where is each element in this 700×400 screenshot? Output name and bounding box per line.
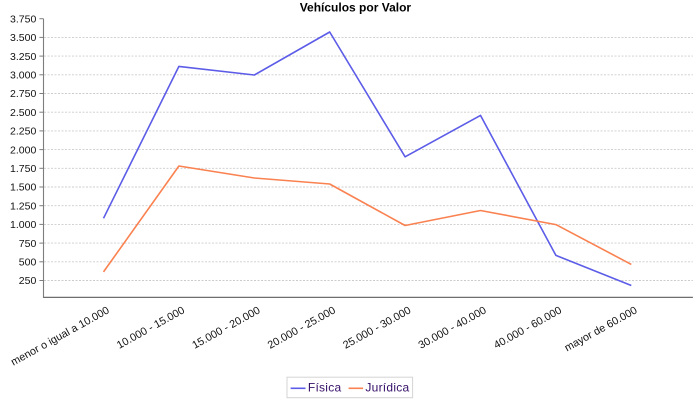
svg-text:1.000: 1.000 [10, 219, 36, 231]
svg-text:3.250: 3.250 [10, 51, 36, 63]
svg-text:750: 750 [19, 238, 37, 250]
svg-text:2.250: 2.250 [10, 126, 36, 138]
svg-text:Jurídica: Jurídica [365, 381, 409, 395]
svg-text:250: 250 [19, 275, 37, 287]
svg-text:1.500: 1.500 [10, 182, 36, 194]
svg-text:Vehículos por Valor: Vehículos por Valor [300, 1, 412, 15]
svg-text:1.750: 1.750 [10, 163, 36, 175]
svg-text:Física: Física [308, 381, 342, 395]
svg-text:2.000: 2.000 [10, 144, 36, 156]
svg-text:3.500: 3.500 [10, 32, 36, 44]
svg-text:2.750: 2.750 [10, 88, 36, 100]
svg-text:2.500: 2.500 [10, 107, 36, 119]
svg-text:500: 500 [19, 257, 37, 269]
svg-text:3.000: 3.000 [10, 70, 36, 82]
svg-text:3.750: 3.750 [10, 13, 36, 25]
svg-text:1.250: 1.250 [10, 200, 36, 212]
